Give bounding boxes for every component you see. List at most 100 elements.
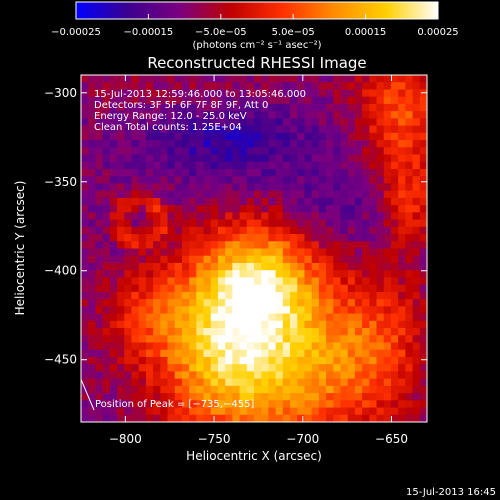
heatmap-cell	[160, 299, 169, 307]
heatmap-cell	[167, 168, 176, 177]
heatmap-cell	[246, 190, 255, 199]
heatmap-cell	[326, 140, 334, 148]
heatmap-cell	[81, 299, 89, 307]
heatmap-cell	[225, 89, 233, 98]
heatmap-cell	[275, 168, 284, 177]
heatmap-cell	[290, 393, 298, 401]
heatmap-cell	[239, 291, 248, 300]
heatmap-cell	[297, 132, 306, 141]
heatmap-cell	[232, 313, 241, 322]
heatmap-cell	[311, 226, 320, 235]
heatmap-cell	[311, 190, 320, 199]
heatmap-cell	[275, 407, 284, 416]
heatmap-cell	[275, 320, 284, 329]
heatmap-cell	[246, 342, 255, 351]
heatmap-cell	[383, 234, 392, 242]
heatmap-cell	[297, 125, 306, 134]
heatmap-cell	[225, 219, 233, 228]
heatmap-cell	[376, 241, 385, 250]
heatmap-cell	[196, 176, 205, 185]
heatmap-cell	[362, 197, 370, 206]
heatmap-cell	[239, 349, 248, 358]
heatmap-cell	[254, 385, 262, 394]
heatmap-cell	[304, 197, 313, 206]
heatmap-cell	[419, 219, 427, 228]
heatmap-cell	[189, 255, 197, 264]
heatmap-cell	[217, 125, 226, 134]
heatmap-cell	[246, 103, 255, 112]
heatmap-cell	[117, 132, 125, 141]
heatmap-cell	[138, 226, 147, 235]
heatmap-cell	[88, 342, 97, 351]
heatmap-cell	[203, 356, 212, 365]
heatmap-cell	[81, 96, 89, 105]
heatmap-cell	[109, 400, 118, 409]
heatmap-cell	[225, 313, 233, 322]
heatmap-cell	[174, 393, 183, 401]
heatmap-cell	[354, 407, 363, 416]
heatmap-cell	[145, 96, 154, 105]
heatmap-cell	[124, 299, 133, 307]
heatmap-cell	[181, 161, 190, 170]
heatmap-cell	[88, 248, 97, 257]
heatmap-cell	[160, 241, 169, 250]
heatmap-cell	[232, 161, 241, 170]
heatmap-cell	[275, 356, 284, 365]
heatmap-cell	[282, 255, 291, 264]
heatmap-cell	[217, 414, 226, 422]
heatmap-cell	[390, 183, 399, 192]
heatmap-cell	[311, 407, 320, 416]
heatmap-cell	[196, 197, 205, 206]
heatmap-cell	[174, 125, 183, 134]
heatmap-cell	[131, 96, 140, 105]
heatmap-cell	[95, 205, 104, 213]
heatmap-cell	[390, 328, 399, 336]
heatmap-cell	[225, 96, 233, 105]
heatmap-cell	[340, 349, 349, 358]
y-axis-label: Heliocentric Y (arcsec)	[13, 181, 27, 316]
heatmap-cell	[174, 82, 183, 91]
heatmap-cell	[117, 82, 125, 91]
heatmap-cell	[88, 371, 97, 380]
heatmap-cell	[196, 335, 205, 344]
heatmap-cell	[225, 342, 233, 351]
heatmap-cell	[153, 277, 161, 286]
heatmap-cell	[326, 328, 334, 336]
heatmap-cell	[95, 306, 104, 315]
heatmap-cell	[354, 364, 363, 372]
colorbar-ticks: −0.00025 −0.00015 −5.0e−05 5.0e−05 0.00015 0.…	[51, 14, 459, 38]
colorbar-unit-label: (photons cm⁻² s⁻¹ asec⁻²)	[192, 40, 321, 51]
heatmap-cell	[225, 349, 233, 358]
heatmap-cell	[326, 147, 334, 156]
heatmap-cell	[318, 176, 327, 185]
heatmap-cell	[419, 212, 427, 221]
heatmap-cell	[383, 140, 392, 148]
heatmap-cell	[225, 400, 233, 409]
heatmap-cell	[174, 248, 183, 257]
heatmap-cell	[131, 140, 140, 148]
heatmap-cell	[203, 89, 212, 98]
heatmap-cell	[419, 89, 427, 98]
heatmap-cell	[203, 284, 212, 293]
heatmap-cell	[340, 103, 349, 112]
heatmap-cell	[167, 241, 176, 250]
heatmap-cell	[167, 140, 176, 148]
heatmap-cell	[203, 306, 212, 315]
heatmap-cell	[117, 328, 125, 336]
heatmap-cell	[160, 313, 169, 322]
heatmap-cell	[225, 140, 233, 148]
heatmap-cell	[297, 241, 306, 250]
heatmap-cell	[174, 147, 183, 156]
heatmap-cell	[347, 176, 356, 185]
heatmap-cell	[117, 140, 125, 148]
heatmap-cell	[376, 306, 385, 315]
heatmap-cell	[196, 364, 205, 372]
heatmap-cell	[95, 414, 104, 422]
heatmap-cell	[232, 349, 241, 358]
heatmap-cell	[318, 400, 327, 409]
heatmap-cell	[239, 262, 248, 271]
heatmap-cell	[290, 320, 298, 329]
heatmap-cell	[347, 255, 356, 264]
heatmap-cell	[167, 96, 176, 105]
heatmap-cell	[326, 313, 334, 322]
